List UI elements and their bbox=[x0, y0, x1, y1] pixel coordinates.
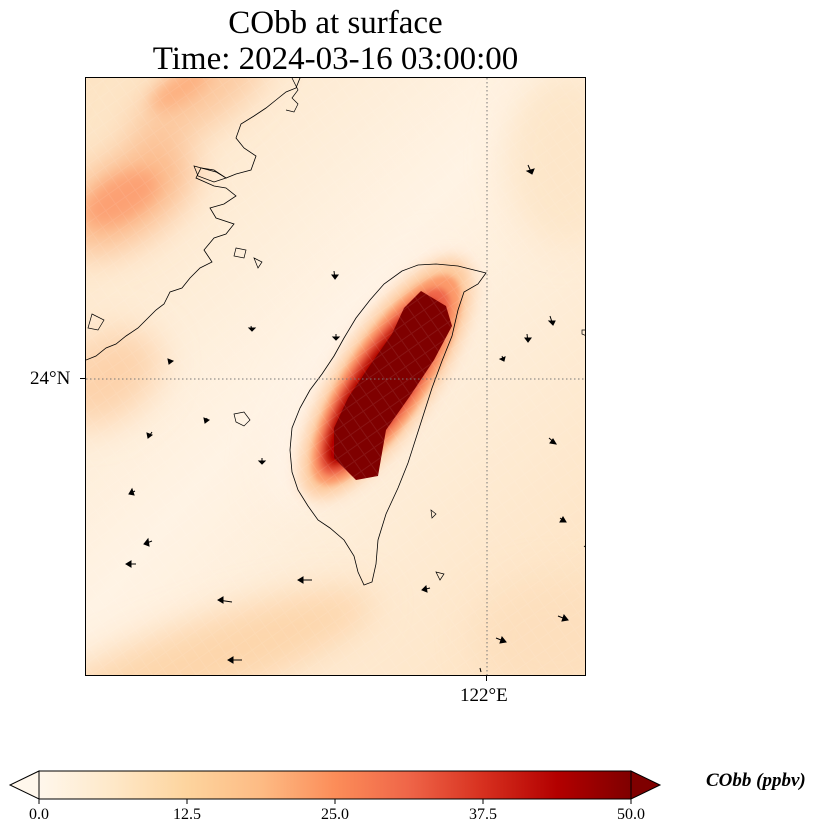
wind-arrow bbox=[203, 417, 211, 424]
map-subtitle-time: Time: 2024-03-16 03:00:00 bbox=[152, 41, 519, 77]
colorbar-title: CObb (ppbv) bbox=[706, 770, 806, 791]
wind-arrow bbox=[128, 487, 136, 496]
wind-arrow bbox=[143, 537, 153, 547]
colorbar-tick-label: 25.0 bbox=[321, 806, 349, 823]
wind-arrow bbox=[525, 164, 535, 175]
colorbar-gradient bbox=[38, 770, 632, 800]
map-canvas bbox=[86, 78, 585, 675]
wind-arrow bbox=[557, 613, 569, 622]
colorbar-low-extend bbox=[8, 770, 40, 800]
wind-arrow bbox=[167, 358, 175, 365]
coastal-islands bbox=[87, 78, 585, 581]
wind-arrow bbox=[498, 355, 506, 362]
taiwan-coastline bbox=[289, 263, 487, 586]
wind-arrow bbox=[331, 334, 341, 341]
wind-arrow bbox=[146, 431, 154, 439]
colorbar-ticks bbox=[38, 799, 632, 804]
wind-arrow bbox=[421, 584, 431, 593]
wind-arrow bbox=[559, 516, 567, 523]
wind-arrow bbox=[217, 596, 233, 604]
colorbar-tick-label: 37.5 bbox=[469, 806, 497, 823]
map-title: CObb at surface bbox=[228, 5, 443, 41]
wind-arrow bbox=[257, 458, 267, 465]
lon-tickmark bbox=[486, 676, 487, 681]
colorbar-high-extend bbox=[630, 770, 662, 800]
wind-arrow bbox=[524, 333, 532, 343]
lat-tickmark bbox=[80, 378, 85, 379]
lon-tick-label: 122°E bbox=[460, 685, 508, 706]
wind-arrow bbox=[331, 270, 339, 280]
colorbar bbox=[8, 770, 662, 804]
wind-arrow bbox=[247, 325, 257, 332]
colorbar-tick-label: 12.5 bbox=[173, 806, 201, 823]
wind-arrow bbox=[227, 656, 242, 664]
colorbar-tick-label: 50.0 bbox=[617, 806, 645, 823]
wind-arrow bbox=[125, 560, 136, 568]
wind-arrow bbox=[548, 437, 557, 445]
wind-arrow bbox=[479, 667, 482, 673]
wind-arrow bbox=[547, 315, 556, 326]
map-panel[interactable] bbox=[85, 77, 586, 676]
wind-arrow bbox=[583, 545, 585, 548]
colorbar-tick-label: 0.0 bbox=[29, 806, 49, 823]
wind-arrow bbox=[495, 635, 507, 644]
china-coastline bbox=[86, 78, 301, 361]
wind-vectors bbox=[125, 164, 585, 673]
lat-tick-label: 24°N bbox=[30, 368, 71, 389]
wind-arrow bbox=[297, 576, 312, 584]
